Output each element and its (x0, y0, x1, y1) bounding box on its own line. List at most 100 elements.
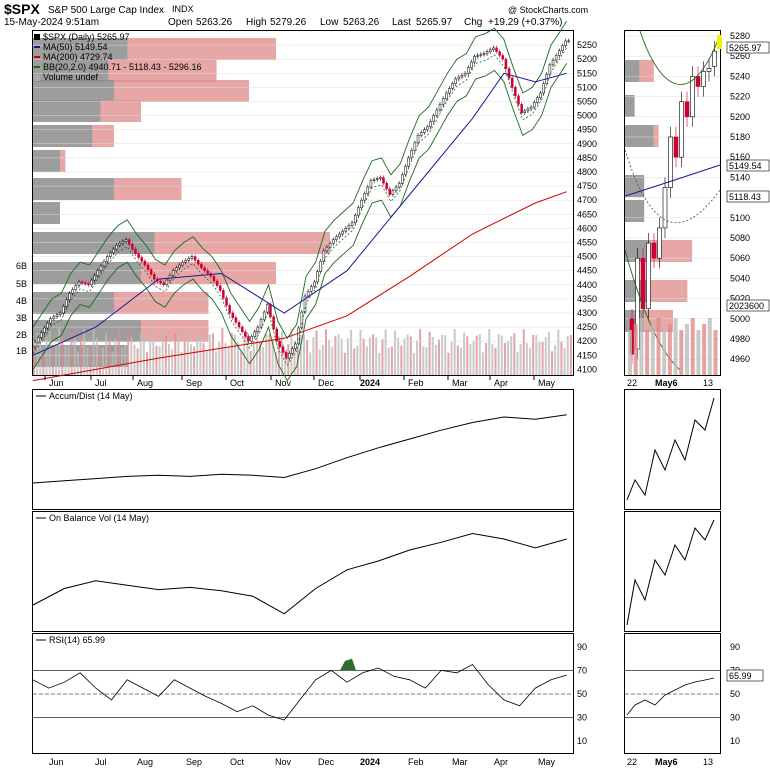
month-label: Oct (230, 378, 245, 388)
volume-tick-label: 4B (16, 296, 27, 306)
volume-bar (39, 339, 42, 375)
zoom-rsi-tick: 90 (730, 642, 740, 652)
candle-body (250, 336, 253, 342)
volume-bar (211, 333, 214, 375)
candle-body (256, 326, 260, 333)
obv-zoom-frame (624, 511, 721, 632)
zoom-candle-body (695, 76, 701, 87)
candle-body (96, 270, 100, 276)
candle-body (131, 244, 134, 250)
volume-bar (98, 345, 101, 375)
volume-bar (133, 344, 136, 375)
zoom-volume-bar (685, 324, 689, 375)
candle-body (564, 40, 567, 47)
candle-body (109, 252, 112, 257)
volume-bar (189, 344, 192, 375)
volume-bar (532, 335, 535, 375)
candle-body (153, 274, 156, 280)
symbol: $SPX (4, 1, 40, 17)
zoom-volume-bar (679, 330, 684, 375)
candle-body (43, 327, 46, 333)
last-value: 5265.97 (416, 17, 453, 28)
candle-body (423, 129, 426, 133)
candle-body (353, 214, 357, 223)
zoom-candle-body (712, 50, 717, 67)
candle-body (134, 248, 137, 255)
ad-line (32, 414, 567, 484)
candle-body (234, 317, 238, 323)
volume-by-price-bars (33, 38, 693, 367)
volume-bar (491, 344, 494, 375)
rsi-month-label: Oct (230, 757, 245, 767)
rsi-month-label: Mar (452, 757, 468, 767)
vbp-red-bar (114, 178, 182, 200)
zoom-candle-body (640, 257, 646, 310)
candle-body (375, 178, 379, 180)
candle-body (470, 61, 473, 68)
zoom-vbp-gray (625, 125, 654, 147)
candle-body (306, 291, 310, 297)
volume-bar (362, 338, 365, 375)
volume-bar (321, 345, 324, 375)
candle-body (102, 261, 106, 267)
candle-body (350, 222, 354, 226)
vbp-red-bar (100, 100, 141, 122)
volume-bar (80, 337, 83, 375)
volume-bar (525, 342, 528, 375)
candle-body (269, 304, 272, 317)
zoom-tick-label: 5280 (730, 31, 750, 41)
candle-body (328, 243, 332, 248)
candle-body (71, 289, 74, 294)
price-tick-label: 5000 (577, 111, 597, 121)
obv-line (32, 532, 567, 615)
zoom-tick-label: 4980 (730, 334, 750, 344)
volume-bar (384, 329, 387, 375)
vbp-red-bar (127, 38, 276, 60)
candle-body (215, 280, 219, 286)
candle-body (492, 47, 495, 51)
rsi-month-label: Sep (186, 757, 202, 767)
volume-value-box (726, 299, 770, 312)
volume-bar (560, 341, 563, 375)
candle-body (74, 285, 78, 290)
volume-bar (83, 328, 86, 375)
price-tick-label: 4100 (577, 364, 597, 374)
volume-bar (469, 344, 472, 375)
volume-bar (287, 344, 290, 375)
month-label: Mar (452, 378, 468, 388)
candle-body (413, 142, 417, 151)
volume-bar (547, 332, 550, 375)
zoom-tick-label: 4960 (730, 354, 750, 364)
candle-body (105, 256, 109, 262)
volume-bar (92, 328, 95, 375)
candle-body (426, 126, 429, 130)
candle-body (445, 92, 448, 99)
candle-body (121, 241, 125, 244)
candle-body (360, 199, 363, 208)
vbp-red-bar (108, 60, 217, 82)
vbp-gray-bar (33, 100, 101, 122)
candle-body (482, 53, 486, 55)
volume-bar (466, 336, 469, 375)
volume-bar (368, 337, 371, 375)
low-value: 5263.26 (343, 17, 380, 28)
volume-bar (447, 352, 450, 375)
candle-body (498, 51, 501, 56)
ad-zoom-frame (624, 389, 721, 510)
candle-body (410, 150, 413, 159)
candle-body (278, 340, 282, 348)
volume-bar (328, 339, 331, 375)
volume-bar (557, 329, 560, 375)
volume-bar (95, 337, 98, 375)
candle-body (357, 207, 360, 216)
volume-bar (331, 346, 334, 375)
zoom-vbp-red (653, 125, 659, 147)
volume-bar (268, 334, 271, 375)
candle-body (225, 297, 228, 306)
zoom-rsi-date-label: 22 (627, 757, 637, 767)
volume-bar (353, 348, 356, 375)
volume-tick-label: 3B (16, 313, 27, 323)
volume-bar (419, 329, 422, 375)
